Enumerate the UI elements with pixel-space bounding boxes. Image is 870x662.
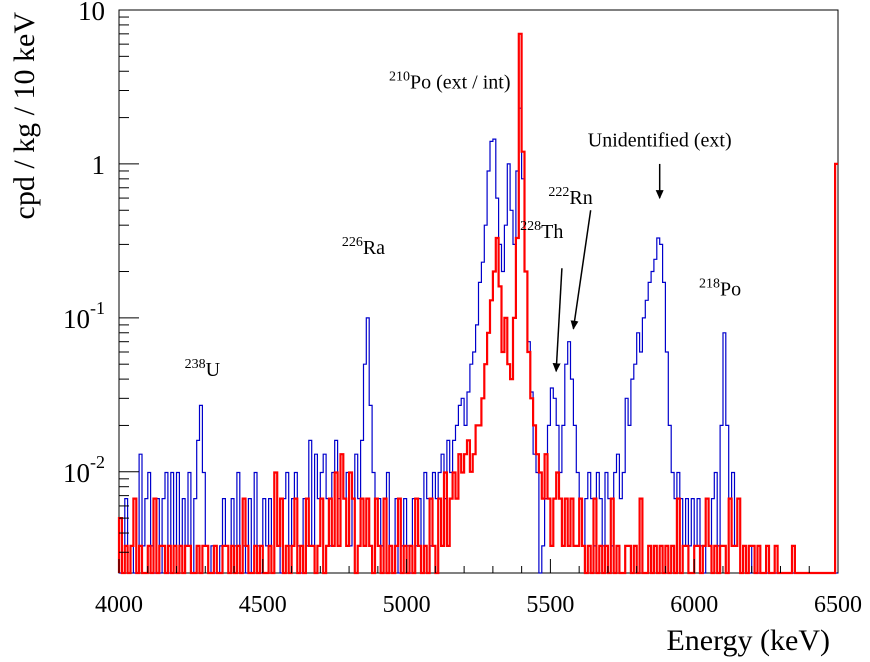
x-tick-label: 5000 xyxy=(383,592,431,618)
y-tick-label: 10 xyxy=(78,0,105,26)
x-tick-label: 4000 xyxy=(95,592,143,618)
annotation-arrow xyxy=(552,268,563,373)
y-tick-label: 10-1 xyxy=(63,298,105,334)
series-layer xyxy=(117,32,838,575)
peak-annotation: 210Po (ext / int) xyxy=(389,69,511,93)
peak-annotation: 238U xyxy=(185,357,221,381)
isotope-symbol: Po xyxy=(720,278,741,300)
isotope-mass-number: 228 xyxy=(520,219,541,234)
peak-annotation: Unidentified (ext) xyxy=(588,129,732,151)
isotope-mass-number: 238 xyxy=(185,357,206,372)
annotation-arrow xyxy=(570,210,592,330)
plot-frame xyxy=(118,9,839,574)
peak-annotation: 222Rn xyxy=(548,185,592,209)
y-tick-exponent: -1 xyxy=(90,298,105,318)
isotope-mass-number: 218 xyxy=(699,276,720,291)
y-tick-label: 10-2 xyxy=(63,452,105,488)
annotations: 238U 226Ra 210Po (ext / int) 228Th 222Rn Unid… xyxy=(185,69,741,381)
isotope-mass-number: 222 xyxy=(548,185,569,200)
y-tick-label: 1 xyxy=(92,150,106,180)
isotope-symbol: Rn xyxy=(569,187,592,209)
x-axis-label: Energy (keV) xyxy=(666,624,830,657)
isotope-symbol: Ra xyxy=(363,237,385,259)
x-tick-label: 4500 xyxy=(239,592,287,618)
isotope-mass-number: 226 xyxy=(342,235,363,250)
isotope-symbol: Po (ext / int) xyxy=(410,71,511,93)
isotope-symbol: Th xyxy=(541,221,563,243)
peak-annotation: 218Po xyxy=(699,276,741,300)
x-tick-label: 5500 xyxy=(526,592,574,618)
y-axis-label: cpd / kg / 10 keV xyxy=(8,12,41,220)
series-1-histogram xyxy=(119,107,838,574)
isotope-symbol: U xyxy=(206,359,221,381)
x-tick-label: 6000 xyxy=(670,592,718,618)
peak-annotation: 228Th xyxy=(520,219,563,243)
x-axis: 4000 4500 5000 5500 6000 6500 xyxy=(95,559,862,618)
y-axis: 10 1 10-1 10-2 xyxy=(63,0,139,553)
isotope-mass-number: 210 xyxy=(389,69,410,84)
y-tick-exponent: -2 xyxy=(90,452,105,472)
peak-annotation: 226Ra xyxy=(342,235,385,259)
x-tick-label: 6500 xyxy=(814,592,862,618)
